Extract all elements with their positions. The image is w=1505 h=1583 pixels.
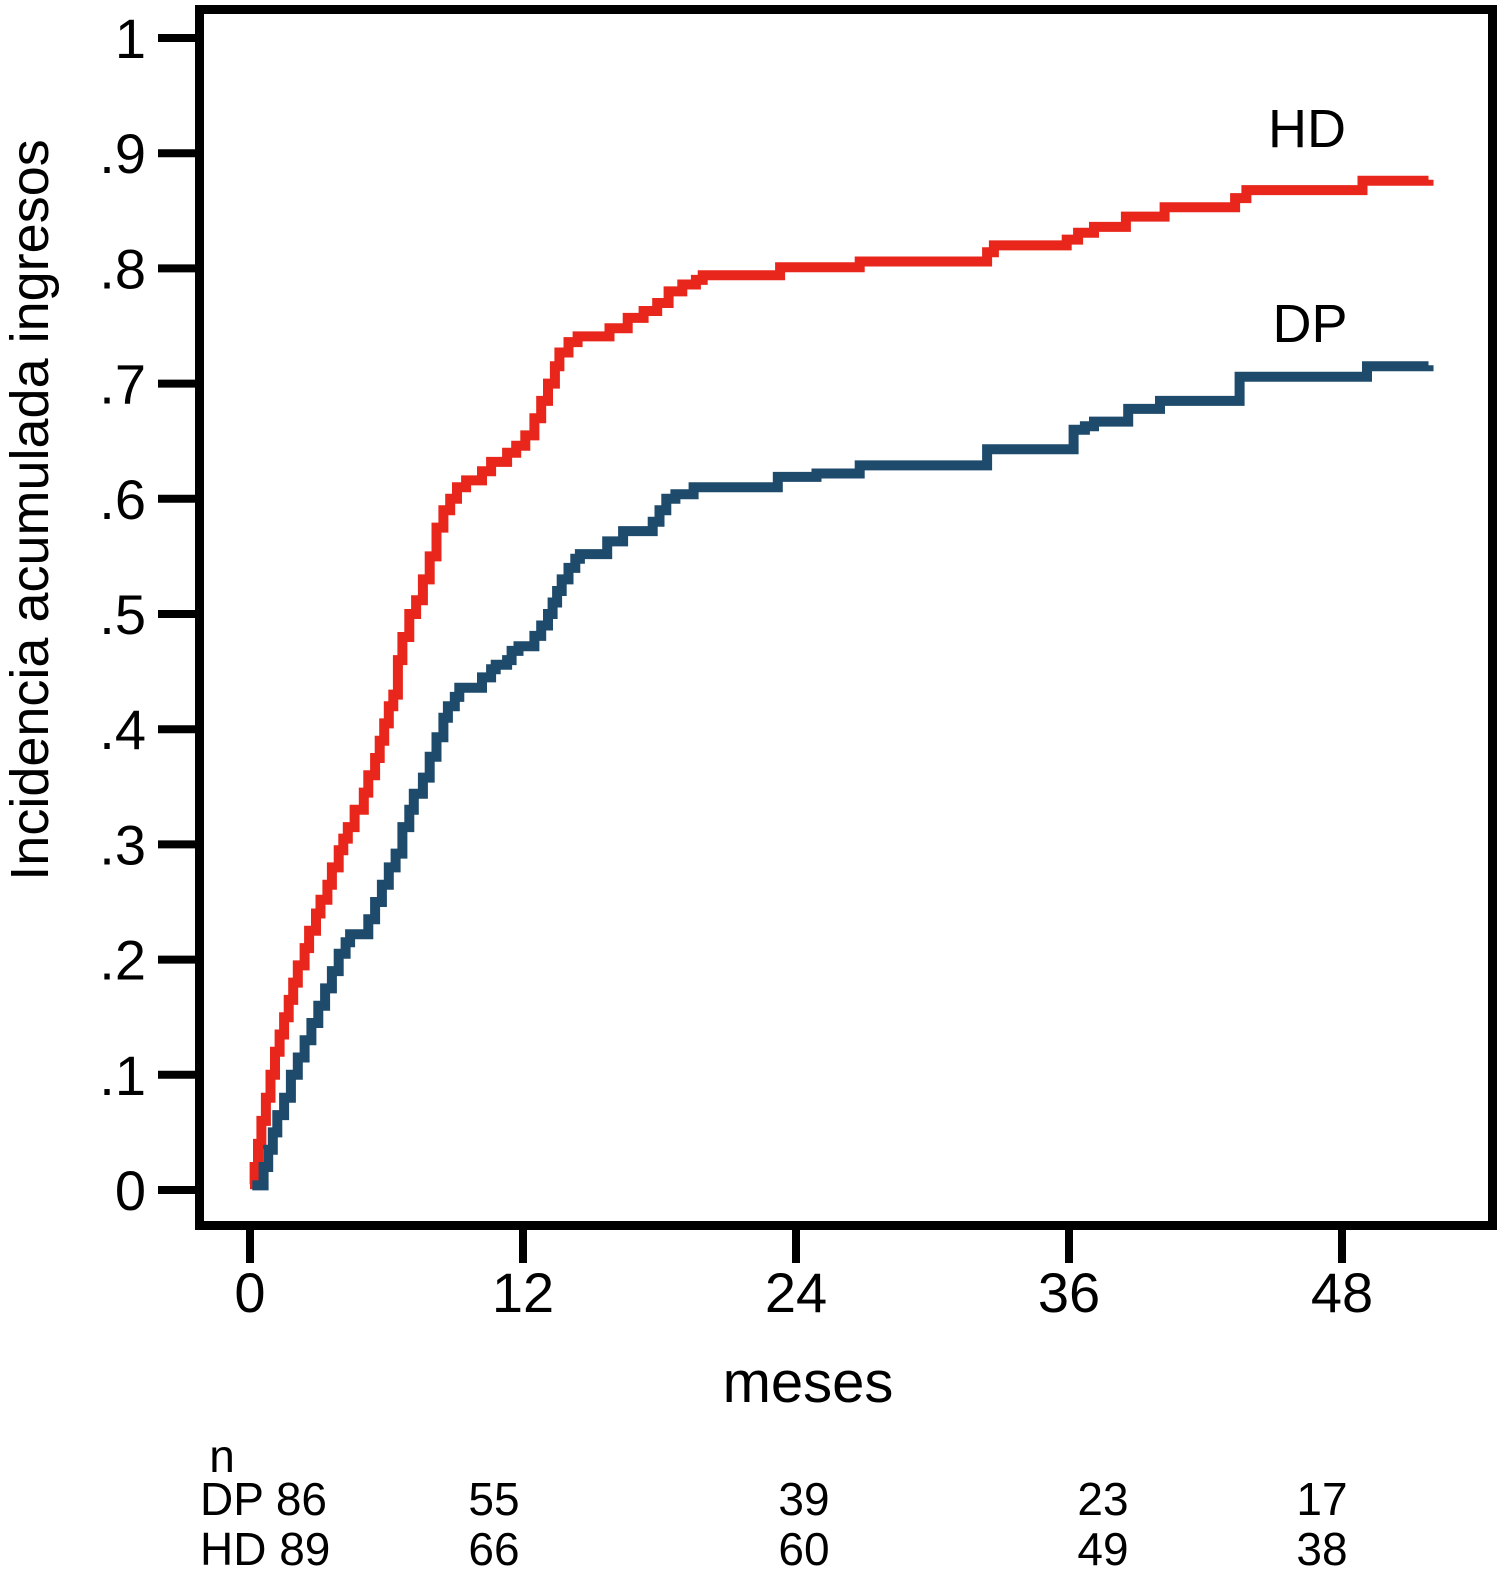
hd-curve-label: HD [1268,99,1346,159]
risk-count: 55 [468,1473,519,1525]
risk-count: 66 [468,1523,519,1575]
dp-curve-label: DP [1272,294,1347,354]
y-axis-ticks: 0 .1 .2 .3 .4 .5 .6 .7 .8 .9 1 [99,7,197,1222]
x-tick-label: 48 [1311,1261,1373,1324]
y-tick-label: 0 [115,1159,146,1222]
risk-table-header: n [209,1430,235,1482]
x-tick-label: 12 [492,1261,554,1324]
y-axis-title: Incidencia acumulada ingresos [0,139,60,880]
risk-count: 49 [1077,1523,1128,1575]
y-tick-label: .3 [99,813,146,876]
y-tick-label: 1 [115,7,146,70]
risk-count: 60 [778,1523,829,1575]
dp-curve [252,361,1434,1191]
y-tick-label: .2 [99,929,146,992]
y-tick-label: .7 [99,353,146,416]
y-tick-label: .8 [99,237,146,300]
x-tick-label: 24 [765,1261,827,1324]
risk-count: 39 [778,1473,829,1525]
risk-table: DP 86 55 39 23 17 HD 89 66 60 49 38 [200,1473,1348,1575]
risk-row-label-dp: DP 86 [200,1473,327,1525]
y-tick-label: .4 [99,698,146,761]
risk-count: 23 [1077,1473,1128,1525]
y-tick-label: .5 [99,583,146,646]
y-tick-label: .1 [99,1044,146,1107]
x-tick-label: 36 [1038,1261,1100,1324]
curves [249,175,1434,1191]
x-tick-label: 0 [234,1261,265,1324]
x-axis-title: meses [723,1350,894,1415]
plot-box [195,5,1497,1230]
x-axis-ticks: 0 12 24 36 48 [234,1230,1373,1324]
y-tick-label: .9 [99,122,146,185]
y-tick-label: .6 [99,468,146,531]
hd-curve [249,175,1434,1190]
risk-count: 17 [1296,1473,1347,1525]
risk-row-label-hd: HD 89 [200,1523,330,1575]
risk-count: 38 [1296,1523,1347,1575]
series-labels: HD DP [1268,99,1348,354]
